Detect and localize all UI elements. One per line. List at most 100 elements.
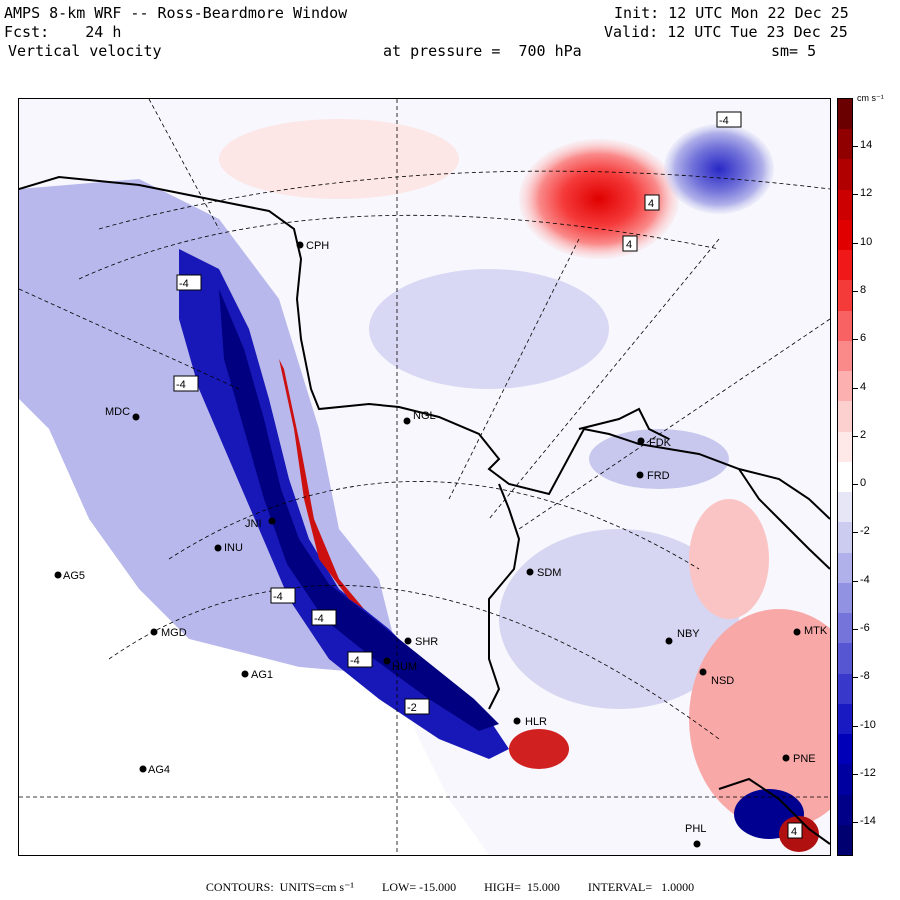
contour-labels: -4 -4 -4 -4 -4 -4 4 4 -2 4 [173,111,803,839]
forecast-hour: Fcst: 24 h [4,23,122,41]
station-sdm: SDM [526,567,561,579]
svg-text:-4: -4 [179,278,189,290]
colorbar-tick-label: -8 [860,670,870,683]
colorbar-tick [852,242,858,244]
colorbar-tick-label: -12 [860,766,876,779]
contour-label: -4 [176,274,202,291]
colorbar-tick [852,146,858,147]
colorbar-swatch [838,673,852,705]
svg-text:FRD: FRD [647,470,670,482]
svg-text:-2: -2 [407,702,417,714]
svg-text:NGL: NGL [413,410,436,422]
colorbar-swatch [838,582,852,614]
svg-text:NBY: NBY [677,628,700,640]
colorbar-tick-label: 4 [860,380,867,393]
station-frd: FRD [636,470,670,482]
svg-text:MDC: MDC [105,406,130,418]
svg-text:AG5: AG5 [63,570,85,582]
station-mtk: MTK [793,625,828,637]
svg-text:-4: -4 [719,115,729,127]
graticule [19,99,830,855]
south-red-cell [509,729,569,769]
mountain-band-blue [179,249,509,759]
svg-text:PHL: PHL [685,823,706,835]
colorbar-swatch [838,643,852,675]
colorbar-tick-label: -14 [860,815,876,828]
station-pne: PNE [782,753,816,765]
coastline [19,175,830,845]
colorbar-tick [852,532,858,534]
svg-text:4: 4 [648,198,654,210]
colorbar-tick [852,194,858,196]
colorbar-tick-label: 10 [860,235,873,248]
svg-text:SHR: SHR [415,636,438,648]
svg-text:MGD: MGD [161,627,187,639]
contour-label: -4 [173,375,199,392]
contour-label: -2 [404,698,430,715]
svg-text:CPH: CPH [306,240,329,252]
field-name: Vertical velocity [8,42,162,60]
north-updraft [519,139,679,259]
svg-text:JNI: JNI [245,518,262,530]
colorbar-swatch [838,703,852,735]
valid-time: Valid: 12 UTC Tue 23 Dec 25 [604,23,848,41]
svg-text:FDK: FDK [649,437,672,449]
station-mdc: MDC [105,406,140,421]
colorbar-tick-label: -4 [860,573,870,586]
svg-text:AG1: AG1 [251,669,273,681]
northeast-downdraft [664,124,774,214]
colorbar-swatch [838,250,852,281]
east-pink [689,499,769,619]
colorbar-tick-label: 2 [860,428,867,441]
mountain-band-core [219,289,499,731]
colorbar-tick [852,580,858,582]
svg-text:HLR: HLR [525,716,547,728]
svg-text:-4: -4 [314,613,324,625]
contour-units: CONTOURS: UNITS=cm s⁻¹ [205,880,355,894]
colorbar-swatch [838,99,852,130]
colorbar-tick [852,484,858,486]
svg-text:4: 4 [791,826,797,838]
colorbar-tick-label: -6 [860,622,870,634]
colorbar-tick-label: -2 [860,525,870,538]
colorbar-tick-label: 12 [860,187,873,200]
north-pink [219,119,459,199]
colorbar-units: cm s⁻¹ [857,93,884,103]
colorbar-swatch [838,764,852,795]
contour-label: -4 [270,587,296,604]
colorbar-swatch [838,310,852,342]
colorbar-swatch [838,189,852,221]
station-ag5: AG5 [54,570,85,582]
station-nby: NBY [665,628,700,645]
east-light-blue [499,529,739,709]
colorbar-swatch [838,492,852,523]
svg-text:HUM: HUM [392,661,417,673]
station-ag4: AG4 [139,764,170,776]
colorbar-tick-label: 14 [860,139,873,151]
colorbar-swatch [838,129,852,160]
station-hum: HUM [383,657,417,673]
no-data-region [19,399,489,855]
colorbar-swatch [838,613,852,644]
colorbar-swatch [838,401,852,433]
colorbar-tick [852,339,858,341]
colorbar-swatch [838,734,852,765]
svg-text:NSD: NSD [711,675,734,687]
station-phl: PHL [685,823,706,848]
colorbar-tick [852,435,858,437]
svg-text:AG4: AG4 [148,764,170,776]
contour-low: LOW= -15.000 [382,880,457,894]
colorbar-swatch [838,340,852,372]
colorbar-swatch [838,280,852,312]
station-cph: CPH [296,240,329,252]
colorbar-tick-label: 6 [860,332,867,345]
contour-high: HIGH= 15.000 [484,880,560,894]
svg-text:PNE: PNE [793,753,816,765]
contour-interval: INTERVAL= 1.0000 [587,880,695,894]
station-ag1: AG1 [241,669,273,681]
svg-text:SDM: SDM [537,567,561,579]
svg-text:MTK: MTK [804,625,828,637]
colorbar-tick [852,773,858,775]
map-panel: -4 -4 -4 -4 -4 -4 4 4 -2 4 CPH MDC NGL F… [18,98,831,856]
map-title: AMPS 8-km WRF -- Ross-Beardmore Window [4,4,348,22]
